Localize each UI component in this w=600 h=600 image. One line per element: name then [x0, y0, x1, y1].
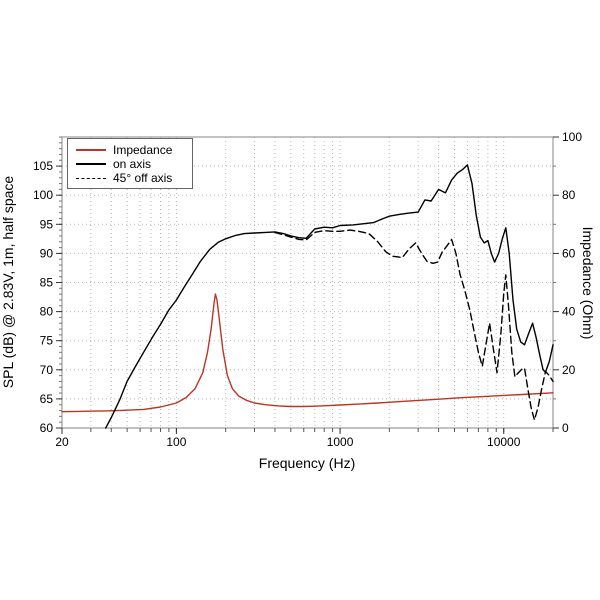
- y-right-tick-label: 40: [562, 305, 576, 319]
- legend-item-impedance: Impedance: [76, 143, 192, 157]
- legend: Impedance on axis 45° off axis: [67, 138, 193, 189]
- y-left-tick-label: 80: [40, 305, 54, 319]
- 45-off-axis-curve: [274, 229, 554, 421]
- legend-label: Impedance: [113, 143, 173, 157]
- legend-item-45-off-axis: 45° off axis: [76, 171, 192, 185]
- x-tick-label: 20: [55, 435, 69, 449]
- x-axis-title: Frequency (Hz): [258, 455, 356, 471]
- y-left-tick-label: 100: [33, 188, 53, 202]
- y-left-tick-label: 70: [40, 363, 54, 377]
- legend-label: 45° off axis: [113, 171, 173, 185]
- on-axis-curve: [105, 164, 554, 429]
- right-axis-title: Impedance (Ohm): [580, 226, 596, 340]
- off-axis-line-sample: [76, 177, 106, 179]
- y-right-tick-label: 80: [562, 188, 576, 202]
- y-right-tick-label: 0: [562, 421, 569, 435]
- impedance-line-sample: [76, 149, 106, 151]
- legend-item-on-axis: on axis: [76, 157, 192, 171]
- y-left-tick-label: 105: [33, 159, 53, 173]
- y-right-tick-label: 60: [562, 246, 576, 260]
- y-left-tick-label: 65: [40, 392, 54, 406]
- x-tick-label: 1000: [327, 435, 354, 449]
- legend-label: on axis: [113, 157, 152, 171]
- y-right-tick-label: 100: [562, 130, 582, 144]
- y-left-tick-label: 90: [40, 246, 54, 260]
- y-left-tick-label: 95: [40, 217, 54, 231]
- on-axis-line-sample: [76, 163, 106, 165]
- y-left-tick-label: 85: [40, 276, 54, 290]
- y-left-tick-label: 75: [40, 334, 54, 348]
- x-tick-label: 100: [166, 435, 186, 449]
- y-left-tick-label: 60: [40, 421, 54, 435]
- impedance-curve: [61, 293, 554, 413]
- x-tick-label: 10000: [487, 435, 521, 449]
- y-right-tick-label: 20: [562, 363, 576, 377]
- left-axis-title: SPL (dB) @ 2.83V, 1m, half space: [0, 175, 16, 389]
